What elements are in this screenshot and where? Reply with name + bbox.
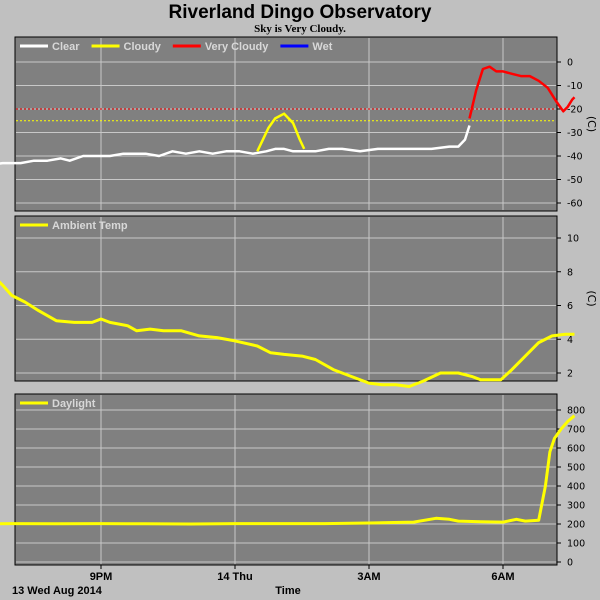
y-tick-label: -40 — [567, 152, 583, 163]
panel-frame — [14, 36, 558, 212]
y-tick-label: 400 — [567, 482, 585, 493]
series-line-clear — [0, 125, 471, 165]
y-axis-unit: (C) — [585, 290, 598, 306]
panel-frame — [14, 393, 558, 566]
y-tick-label: 0 — [567, 58, 573, 69]
chart-title: Riverland Dingo Observatory — [169, 2, 432, 23]
grid — [16, 395, 556, 564]
y-tick-label: 700 — [567, 425, 585, 436]
y-tick-label: 500 — [567, 463, 585, 474]
y-tick-label: 6 — [567, 301, 573, 312]
y-tick-label: 800 — [567, 406, 585, 417]
date-label: 13 Wed Aug 2014 — [12, 585, 103, 597]
y-tick-label: 100 — [567, 539, 585, 550]
legend-label: Cloudy — [124, 41, 162, 53]
x-tick-label: 6AM — [491, 571, 514, 583]
y-tick-label: -50 — [567, 175, 583, 186]
y-tick-label: -10 — [567, 81, 583, 92]
panel-frame — [14, 215, 558, 382]
y-tick-label: 300 — [567, 501, 585, 512]
y-tick-label: 2 — [567, 369, 573, 380]
y-tick-label: 4 — [567, 335, 573, 346]
legend-label: Ambient Temp — [52, 220, 128, 232]
legend-label: Daylight — [52, 398, 96, 410]
y-tick-label: -60 — [567, 199, 583, 210]
y-tick-label: 600 — [567, 444, 585, 455]
y-tick-label: 200 — [567, 520, 585, 531]
legend-label: Wet — [312, 41, 332, 53]
y-tick-label: 8 — [567, 267, 573, 278]
x-tick-label: 14 Thu — [217, 571, 252, 583]
chart-subtitle: Sky is Very Cloudy. — [254, 23, 346, 35]
series-line-ambient-temp — [0, 280, 575, 388]
legend-label: Very Cloudy — [205, 41, 269, 53]
series-line-very-cloudy — [468, 65, 576, 119]
x-tick-label: 3AM — [357, 571, 380, 583]
grid — [16, 217, 556, 380]
x-tick-label: 9PM — [90, 571, 113, 583]
series-line-daylight — [0, 414, 576, 526]
y-tick-label: -30 — [567, 128, 583, 139]
y-tick-label: 10 — [567, 234, 579, 245]
y-axis-unit: (C) — [585, 116, 598, 132]
panel-1: 0 -10 -20 -30 -40 -50 -60 (C) Clear Cloudy Very Cl… — [0, 36, 598, 212]
y-tick-label: -20 — [567, 105, 583, 116]
legend-label: Clear — [52, 41, 80, 53]
x-axis-label: Time — [275, 585, 300, 597]
panel-2: 10 8 6 4 2 (C) Ambient Temp — [0, 215, 598, 388]
panels-group: 0 -10 -20 -30 -40 -50 -60 (C) Clear Cloudy Very Cl… — [0, 36, 598, 583]
series-line-cloudy — [256, 112, 306, 152]
panel-3: 800 700 600 500 400 300 200 100 0 Daylight — [0, 393, 585, 569]
y-tick-label: 0 — [567, 558, 573, 569]
